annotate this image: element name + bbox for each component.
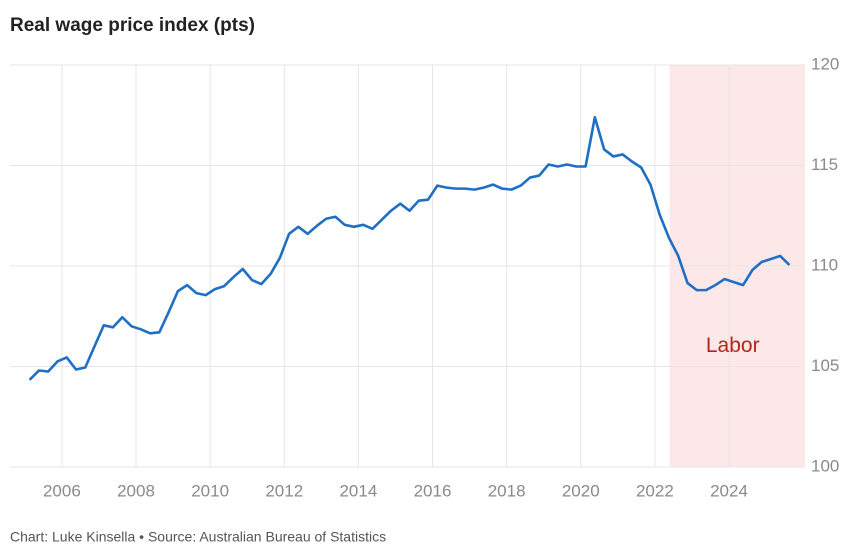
x-tick-label: 2012 (265, 481, 303, 500)
chart-title: Real wage price index (pts) (10, 15, 255, 36)
x-tick-label: 2010 (191, 481, 229, 500)
x-tick-label: 2022 (636, 481, 674, 500)
x-tick-label: 2024 (710, 481, 748, 500)
x-tick-label: 2016 (414, 481, 452, 500)
line-series (28, 115, 791, 381)
x-tick-label: 2014 (339, 481, 377, 500)
source-note: Chart: Luke Kinsella • Source: Australia… (10, 529, 386, 545)
x-tick-label: 2020 (562, 481, 600, 500)
y-tick-label: 115 (811, 155, 838, 174)
y-tick-label: 120 (811, 54, 839, 73)
y-tick-label: 110 (811, 255, 838, 274)
x-tick-label: 2018 (488, 481, 526, 500)
y-tick-label: 105 (811, 356, 839, 375)
annotation: Labor (706, 334, 760, 357)
y-tick-label: 100 (811, 456, 839, 475)
x-tick-label: 2006 (43, 481, 81, 500)
x-tick-label: 2008 (117, 481, 155, 500)
